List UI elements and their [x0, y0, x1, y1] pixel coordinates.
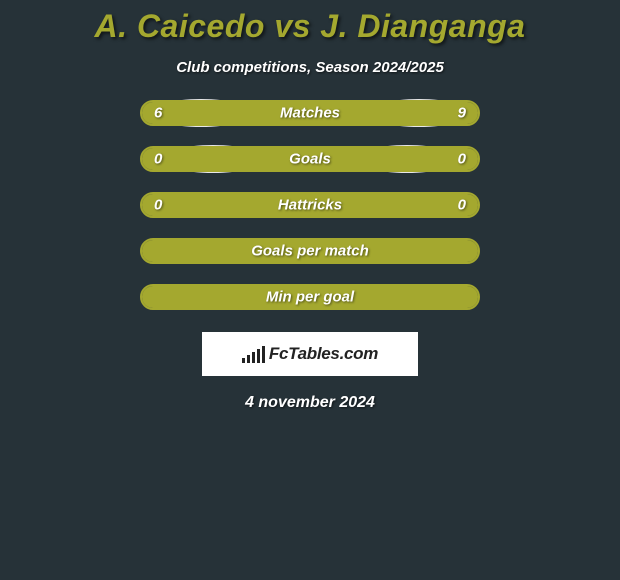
- stat-bar: Min per goal: [140, 284, 480, 310]
- stat-value-left: 0: [154, 197, 162, 214]
- stat-bar: 0 0 Goals: [140, 146, 480, 172]
- stat-row: 0 0 Hattricks: [140, 192, 480, 218]
- stat-bar: Goals per match: [140, 238, 480, 264]
- stat-row: Min per goal: [140, 284, 480, 310]
- subtitle: Club competitions, Season 2024/2025: [176, 59, 444, 76]
- stat-value-right: 0: [458, 197, 466, 214]
- stat-label: Matches: [280, 105, 340, 122]
- snapshot-date: 4 november 2024: [245, 394, 375, 412]
- stat-value-right: 9: [458, 105, 466, 122]
- stat-label: Goals: [289, 151, 331, 168]
- stat-bar: 0 0 Hattricks: [140, 192, 480, 218]
- stat-row: Goals per match: [140, 238, 480, 264]
- logo-text: FcTables.com: [269, 344, 378, 364]
- stat-bar: 6 9 Matches: [140, 100, 480, 126]
- logo-bars-icon: [242, 345, 265, 363]
- stat-value-left: 0: [154, 151, 162, 168]
- page-title: A. Caicedo vs J. Dianganga: [95, 8, 526, 45]
- bars-host: 6 9 Matches 0 0 Goals 0 0 Hattricks Goals per mat…: [140, 100, 480, 330]
- stat-label: Goals per match: [251, 243, 369, 260]
- stat-value-right: 0: [458, 151, 466, 168]
- stat-label: Hattricks: [278, 197, 342, 214]
- stat-row: 6 9 Matches: [140, 100, 480, 126]
- stat-value-left: 6: [154, 105, 162, 122]
- comparison-widget: A. Caicedo vs J. Dianganga Club competit…: [0, 0, 620, 412]
- stat-label: Min per goal: [266, 289, 354, 306]
- logo-box[interactable]: FcTables.com: [202, 332, 418, 376]
- stat-row: 0 0 Goals: [140, 146, 480, 172]
